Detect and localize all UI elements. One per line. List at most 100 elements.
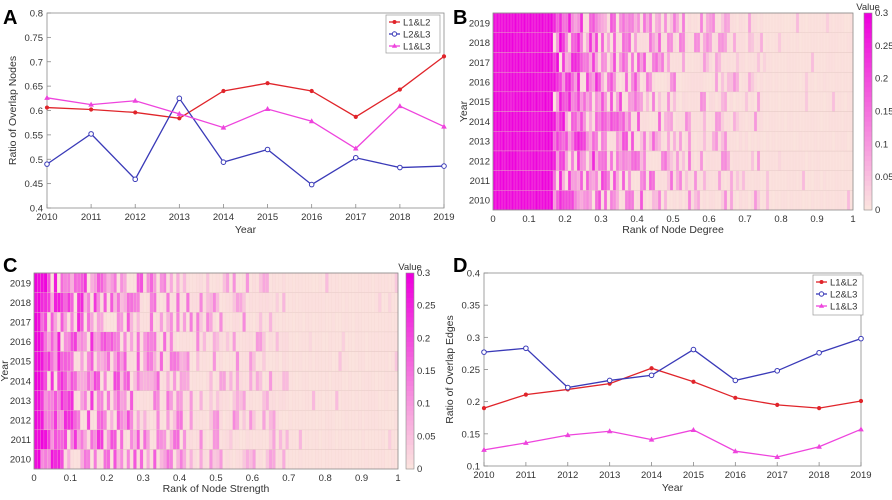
heatmap-cell (624, 91, 629, 112)
heatmap-cell (540, 32, 545, 53)
heatmap-cell (109, 331, 114, 352)
heatmap-cell (83, 370, 88, 391)
heatmap-cell (840, 131, 845, 152)
heatmap-cell (80, 410, 84, 430)
heatmap-cell (351, 429, 356, 450)
y-tick-label: 2018 (10, 298, 31, 309)
heatmap-cell (225, 351, 230, 372)
heatmap-cell (663, 111, 668, 132)
heatmap-cell (265, 292, 270, 313)
heatmap-cell (822, 91, 827, 112)
y-tick-label: 2016 (10, 337, 31, 348)
heatmap-cell (149, 449, 154, 470)
heatmap-cell (47, 292, 51, 313)
colorbar-step (406, 395, 414, 401)
heatmap-cell (504, 150, 509, 171)
data-point (441, 54, 447, 59)
heatmap-cell (654, 91, 659, 112)
legend-label: L1&L2 (830, 277, 857, 288)
heatmap-cell (70, 351, 75, 372)
heatmap-cell (786, 131, 791, 152)
heatmap-cell (268, 410, 273, 430)
heatmap-cell (666, 190, 671, 211)
heatmap-cell (777, 150, 782, 171)
heatmap-cell (248, 272, 253, 293)
heatmap-cell (113, 331, 118, 352)
heatmap-cell (328, 410, 333, 430)
heatmap-cell (816, 150, 821, 171)
heatmap-cell (344, 429, 349, 450)
heatmap-cell (732, 71, 737, 92)
heatmap-cell (630, 52, 635, 73)
heatmap-cell (196, 312, 200, 332)
heatmap-cell (33, 292, 38, 313)
heatmap-cell (705, 150, 710, 171)
heatmap-cell (278, 292, 283, 313)
data-point (441, 123, 447, 129)
heatmap-cell (278, 429, 283, 450)
heatmap-cell (381, 312, 386, 332)
heatmap-cell (555, 91, 560, 112)
heatmap-cell (825, 131, 830, 152)
colorbar-tick-label: 0.05 (875, 172, 892, 183)
heatmap-cell (537, 190, 542, 211)
heatmap-cell (609, 52, 614, 73)
heatmap-cell (70, 449, 75, 470)
heatmap-cell (222, 272, 227, 293)
data-point (858, 398, 864, 404)
heatmap-cell (374, 370, 379, 391)
heatmap-cell (169, 351, 174, 372)
heatmap-cell (600, 170, 605, 191)
heatmap-cell (53, 410, 58, 430)
heatmap-cell (567, 131, 572, 152)
heatmap-cell (341, 390, 346, 411)
heatmap-cell (196, 449, 200, 470)
heatmap-cell (282, 272, 286, 293)
heatmap-cell (738, 131, 743, 152)
heatmap-cell (789, 150, 794, 171)
heatmap-cell (582, 190, 587, 211)
x-tick-label: 0.2 (100, 473, 113, 484)
heatmap-cell (179, 292, 184, 313)
heatmap-cell (285, 351, 290, 372)
heatmap-cell (690, 71, 695, 92)
heatmap-cell (179, 429, 184, 450)
heatmap-cell (801, 150, 806, 171)
heatmap-cell (825, 12, 830, 33)
heatmap-cell (564, 12, 569, 33)
heatmap-cell (627, 190, 632, 211)
heatmap-cell (156, 390, 161, 411)
heatmap-cell (288, 312, 293, 332)
heatmap-cell (615, 170, 620, 191)
heatmap-cell (196, 331, 200, 352)
heatmap-cell (384, 312, 389, 332)
heatmap-cell (66, 312, 71, 332)
heatmap-cell (338, 390, 343, 411)
heatmap-cell (684, 131, 689, 152)
heatmap-cell (801, 170, 806, 191)
heatmap-cell (771, 91, 776, 112)
heatmap-cell (720, 150, 725, 171)
heatmap-cell (239, 272, 243, 293)
heatmap-cell (103, 449, 108, 470)
colorbar-step (864, 190, 872, 196)
heatmap-cell (325, 410, 329, 430)
heatmap-cell (275, 351, 280, 372)
heatmap-cell (549, 150, 554, 171)
heatmap-cell (318, 429, 323, 450)
heatmap-cell (669, 131, 674, 152)
heatmap-cell (285, 390, 290, 411)
heatmap-cell (633, 52, 638, 73)
heatmap-cell (225, 449, 230, 470)
heatmap-cell (189, 272, 194, 293)
heatmap-cell (235, 292, 240, 313)
heatmap-cell (705, 111, 710, 132)
heatmap-cell (43, 370, 48, 391)
heatmap-cell (331, 312, 336, 332)
panel-label-b: B (453, 7, 467, 29)
heatmap-cell (76, 370, 81, 391)
heatmap-cell (133, 410, 137, 430)
heatmap-cell (753, 170, 758, 191)
heatmap-cell (816, 131, 821, 152)
heatmap-cell (813, 170, 818, 191)
